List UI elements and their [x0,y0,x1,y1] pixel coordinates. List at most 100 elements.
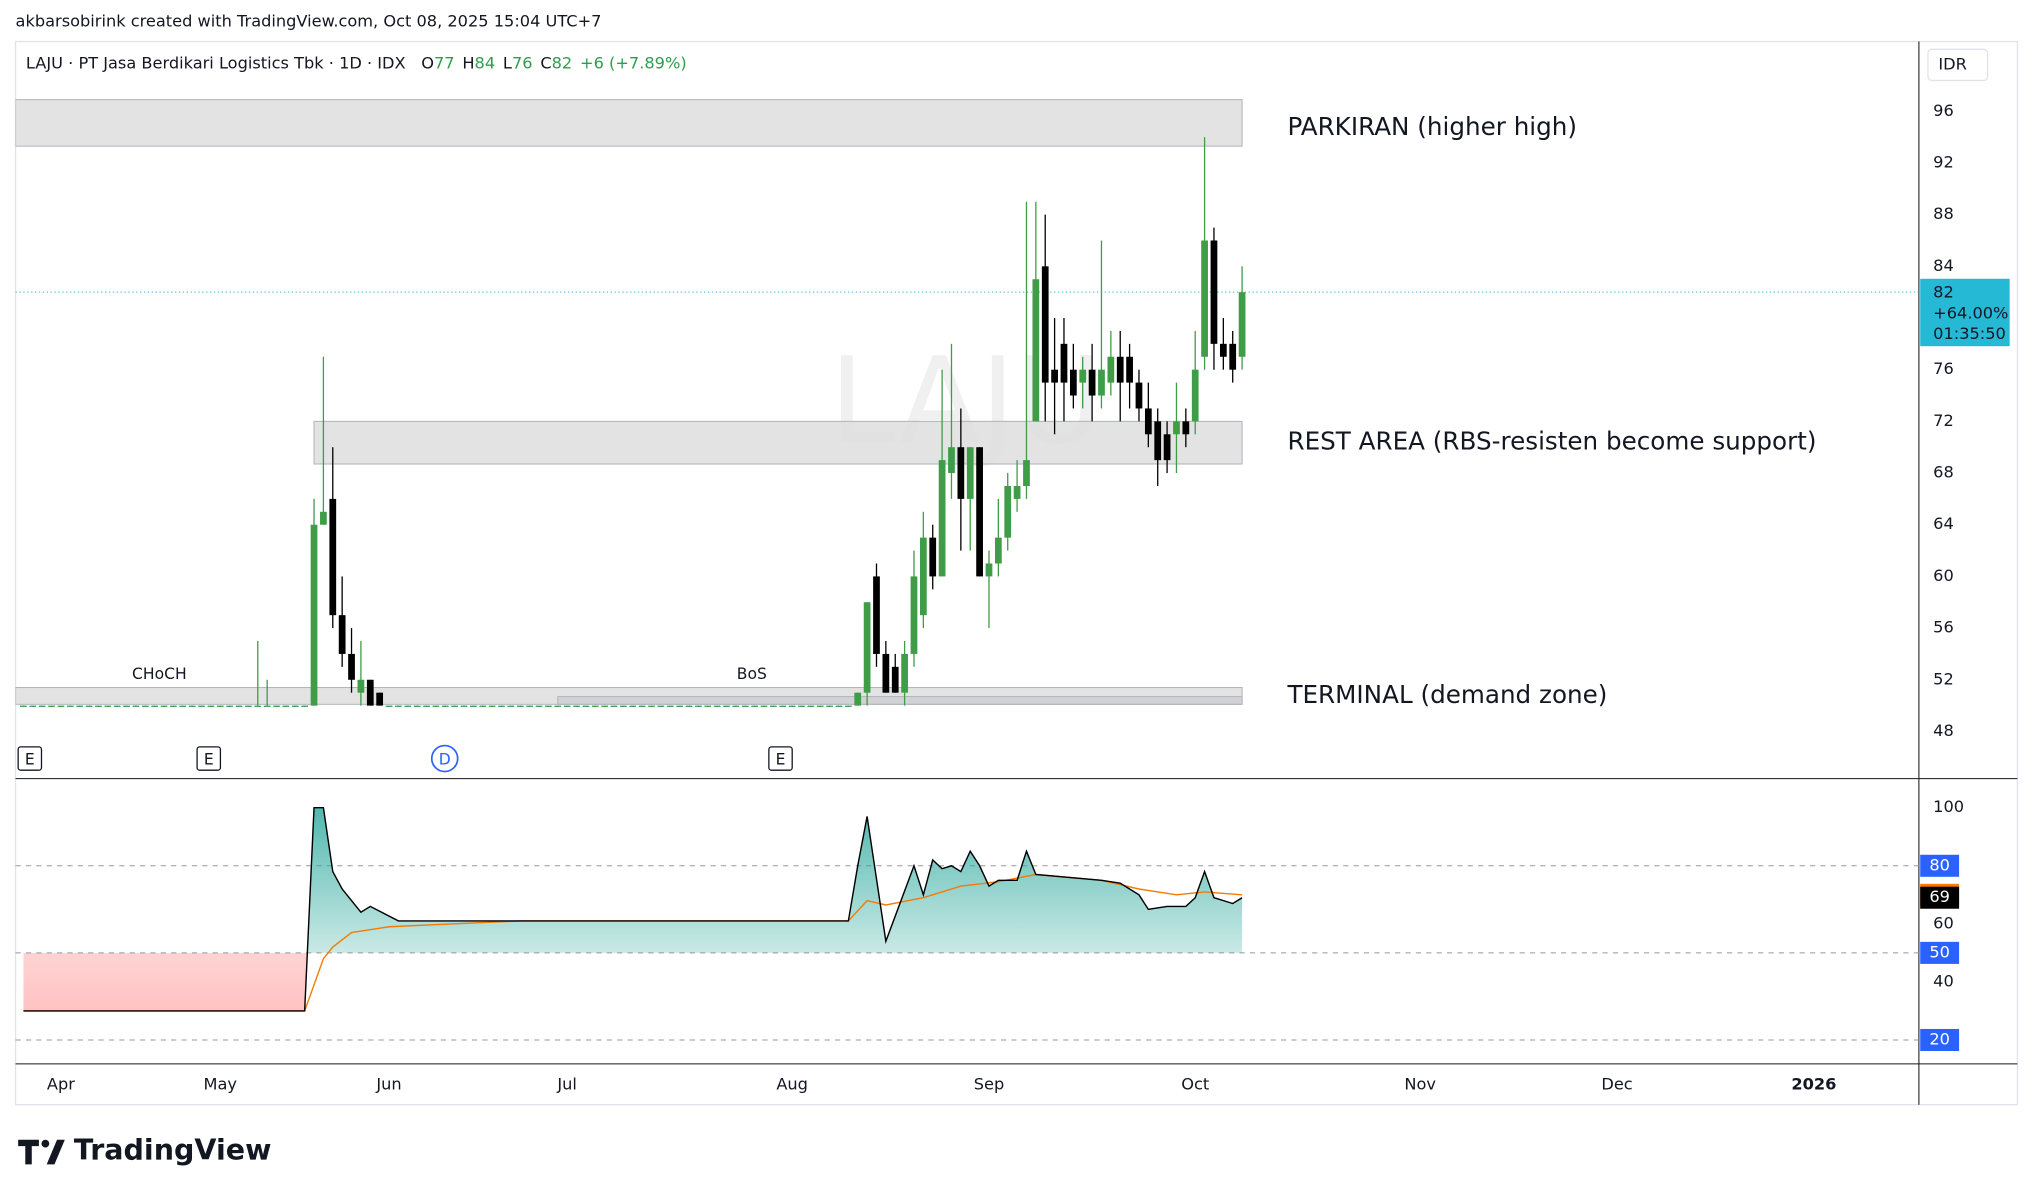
candle-body [1032,279,1040,422]
candle-body [320,511,327,525]
candle-body [629,705,637,707]
candle-body [38,705,46,707]
candle-body [198,705,205,707]
candle-body [57,705,65,707]
candle-body [207,705,215,707]
last-change: +64.00% [1933,303,2008,322]
candle-body [29,705,37,707]
candle-body [779,705,787,707]
candle-body [1229,343,1237,370]
candle-body [1144,408,1152,435]
osc-tick-label: 40 [1933,971,1954,990]
candle-body [104,705,112,707]
candle-body [695,705,702,707]
candle-body [601,705,609,707]
candle-body [235,705,243,707]
candle-body [507,705,515,707]
candle-body [1219,343,1227,357]
candle-body [95,705,102,707]
candle-body [751,705,758,707]
candle-body [676,705,684,707]
candle-body [1182,421,1190,435]
candle-body [1088,369,1096,396]
candle-body [526,705,534,707]
candle-body [1079,369,1087,383]
candle-body [582,705,590,707]
candle-body [1107,356,1115,383]
candle-body [985,563,993,577]
candle-body [1023,460,1030,486]
legend-value: 76 [512,53,533,72]
candle-body [816,705,824,707]
candle-body [1238,292,1246,357]
zone [557,696,1243,705]
candle-body [844,705,852,707]
zone-label: REST AREA (RBS-resisten become support) [1287,427,1816,456]
legend-key: L [503,53,512,72]
y-tick-label: 68 [1933,463,1954,482]
credit: akbarsobirink created with TradingView.c… [16,12,602,31]
candle-body [216,705,224,707]
candle-body [535,705,543,707]
candle-body [282,705,290,707]
level-label-box [1920,854,1960,877]
candle-body [1041,266,1049,383]
candle-body [432,705,440,707]
candle-body [620,705,627,707]
candle-body [498,705,505,707]
candle-body [545,705,552,707]
candle-body [1163,434,1171,461]
zone-label: TERMINAL (demand zone) [1286,680,1607,709]
candle-body [910,576,918,654]
candle-body [770,705,777,707]
last-value-label: 69 [1929,887,1950,906]
event-label: D [439,750,451,768]
candle-body [329,498,337,616]
osc-tick-label: 60 [1933,913,1954,932]
y-tick-label: 92 [1933,152,1954,171]
candle-body [976,447,983,577]
candle-body [85,705,93,707]
event-marker: E [196,746,222,771]
last-price-box [1920,278,2010,347]
osc-fill-down [23,952,1243,1011]
candle-body [170,705,177,707]
candle-body [732,705,740,707]
candle-body [338,615,346,654]
candle-body [291,705,299,707]
event-icon [196,746,222,771]
candle-body [20,705,27,707]
candle-body [919,537,927,616]
candle-body [994,537,1002,564]
candle-body [1004,485,1012,538]
candle-body [479,705,487,707]
annotation: CHoCH [132,665,187,683]
candle-body [376,692,384,706]
candle-body [123,705,130,707]
candle-body [760,705,768,707]
candle-body [66,705,74,707]
candle-body [929,537,937,577]
candle-body [357,679,365,693]
candle-body [273,705,280,707]
candle-body [1051,369,1058,383]
candle-body [723,705,730,707]
event-icon [17,746,43,771]
candle-body [451,705,459,707]
level-label-box [1920,1028,1960,1051]
annotation: BoS [737,665,767,683]
candle-body [863,602,871,693]
level-label: 20 [1929,1029,1950,1048]
candle-body [404,705,412,707]
zone-label: PARKIRAN (higher high) [1287,112,1577,141]
frame [14,40,2019,1106]
candle-body [891,666,899,693]
x-tick-label: May [204,1075,238,1094]
candle-body [348,653,355,680]
candle-body [441,705,449,707]
candle-body [666,705,674,707]
candle-body [301,705,309,707]
y-tick-label: 72 [1933,411,1954,430]
